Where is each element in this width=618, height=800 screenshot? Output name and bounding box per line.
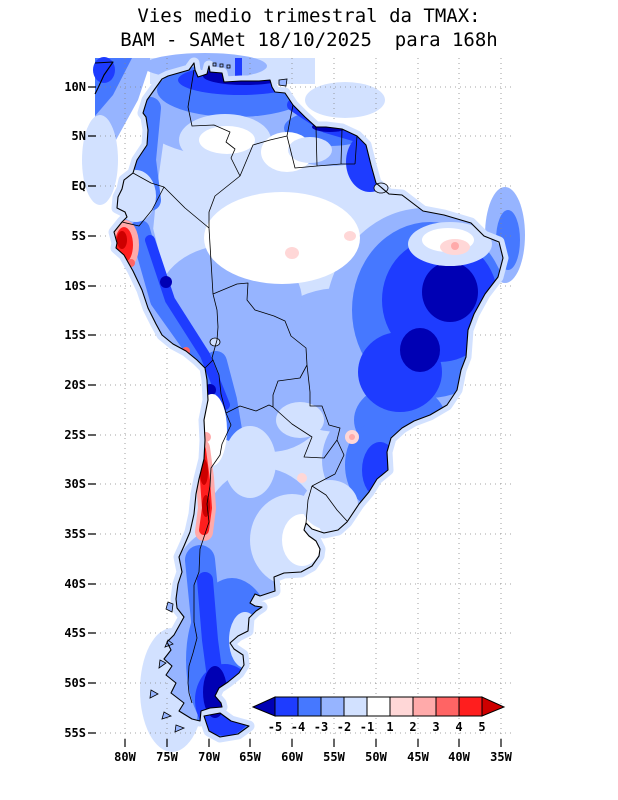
lon-tick-label: 55W — [323, 750, 345, 764]
colorbar-tick-label: 2 — [409, 720, 416, 734]
colorbar-box — [320, 696, 345, 717]
lake-titicaca — [209, 337, 221, 347]
lon-tick-label: 75W — [156, 750, 178, 764]
latitude-axis-labels: 10N 5N EQ 5S 10S 15S 20S 25S 30S 35S 40S… — [64, 80, 86, 740]
colorbar-box — [389, 696, 414, 717]
colorbar-below-min-triangle — [251, 696, 276, 717]
lon-tick-label: 70W — [198, 750, 220, 764]
lat-tick-label: 20S — [64, 378, 86, 392]
colorbar-tick-label: 5 — [478, 720, 485, 734]
lat-tick-label: 15S — [64, 328, 86, 342]
colorbar-tick-labels: -5 -4 -3 -2 -1 1 2 3 4 5 — [268, 720, 486, 734]
colorbar-tick-label: -2 — [337, 720, 351, 734]
chart-title-line2: BAM - SAMet 18/10/2025 para 168h — [120, 29, 498, 51]
chart-title-line1: Vies medio trimestral da TMAX: — [137, 5, 480, 27]
lon-tick-label: 40W — [448, 750, 470, 764]
colorbar-box — [412, 696, 437, 717]
lat-tick-label: 5S — [72, 229, 86, 243]
colorbar-box — [297, 696, 322, 717]
colorbar-tick-label: -4 — [291, 720, 305, 734]
lon-tick-label: 65W — [239, 750, 261, 764]
longitude-axis-labels: 80W 75W 70W 65W 60W 55W 50W 45W 40W 35W — [114, 750, 512, 764]
lon-tick-label: 60W — [281, 750, 303, 764]
lat-tick-label: 30S — [64, 477, 86, 491]
lat-tick-label: 10N — [64, 80, 86, 94]
lat-tick-label: 45S — [64, 626, 86, 640]
colorbar-tick-label: 3 — [432, 720, 439, 734]
lat-tick-label: 10S — [64, 279, 86, 293]
coastline — [94, 61, 504, 738]
colorbar: -5 -4 -3 -2 -1 1 2 3 4 5 — [251, 696, 506, 734]
colorbar-tick-label: 4 — [455, 720, 462, 734]
lat-tick-label: 55S — [64, 726, 86, 740]
colorbar-box — [435, 696, 460, 717]
shade-near-zero — [116, 114, 492, 668]
lon-tick-label: 45W — [407, 750, 429, 764]
colorbar-tick-label: -3 — [314, 720, 328, 734]
lat-tick-label: 50S — [64, 676, 86, 690]
lon-tick-label: 80W — [114, 750, 136, 764]
colorbar-tick-label: -1 — [360, 720, 374, 734]
lat-tick-label: 35S — [64, 527, 86, 541]
colorbar-above-max-triangle — [481, 696, 506, 717]
colorbar-box — [366, 696, 391, 717]
lat-tick-label: 25S — [64, 428, 86, 442]
lat-tick-label: 40S — [64, 577, 86, 591]
colorbar-tick-label: 1 — [386, 720, 393, 734]
country-borders — [121, 69, 358, 704]
lon-tick-label: 50W — [365, 750, 387, 764]
chart-title: Vies medio trimestral da TMAX: BAM - SAM… — [120, 5, 498, 51]
colorbar-box — [458, 696, 483, 717]
islands — [149, 62, 389, 733]
lat-tick-label: EQ — [72, 179, 86, 193]
central-america-coast — [94, 61, 114, 95]
lon-tick-label: 35W — [490, 750, 512, 764]
lat-tick-label: 5N — [72, 129, 86, 143]
colorbar-tick-label: -5 — [268, 720, 282, 734]
axis-ticks — [88, 86, 502, 747]
colorbar-box — [343, 696, 368, 717]
colorbar-box — [274, 696, 299, 717]
